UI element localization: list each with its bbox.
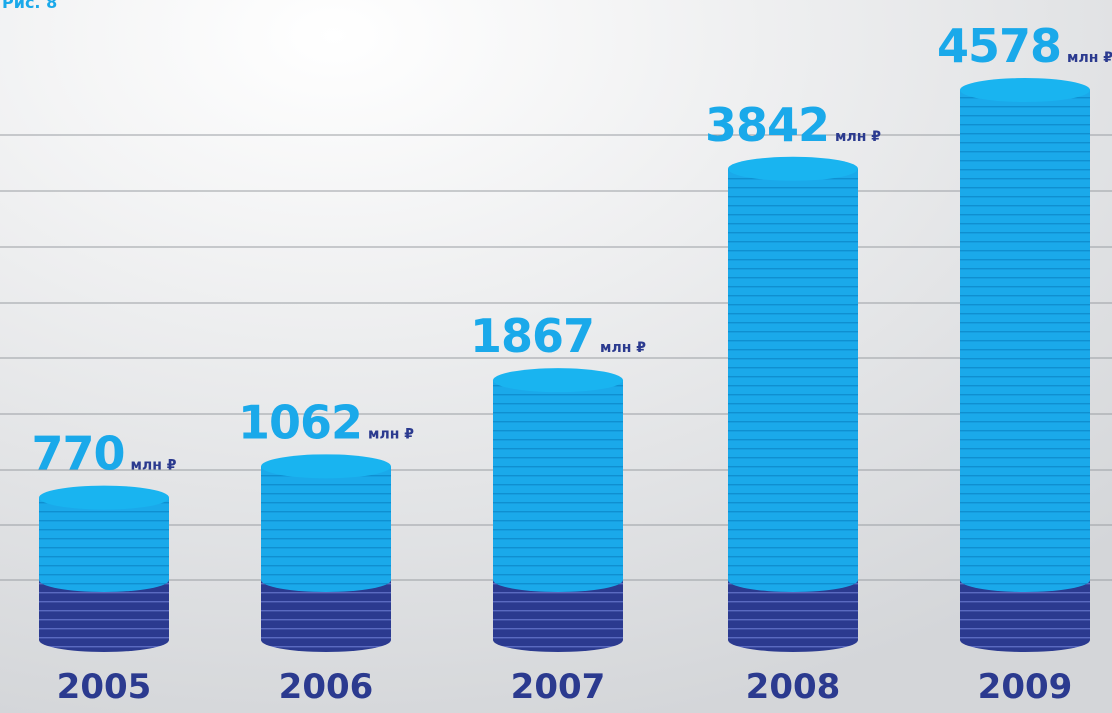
bar	[39, 498, 169, 592]
value-unit: млн ₽	[835, 129, 881, 145]
value-number: 1867	[470, 309, 594, 363]
value-unit: млн ₽	[1067, 50, 1112, 66]
chart-title: Рис. 8	[2, 0, 57, 12]
coin-stack	[39, 486, 169, 652]
stack-top	[39, 486, 169, 510]
value-number: 4578	[937, 19, 1061, 73]
x-tick-label: 2006	[279, 667, 374, 707]
coin-stack	[493, 368, 623, 652]
stack-top	[493, 368, 623, 392]
bar	[493, 380, 623, 592]
bar	[261, 466, 391, 592]
bar	[960, 90, 1090, 592]
bar	[728, 169, 858, 592]
x-tick-label: 2007	[511, 667, 606, 707]
coin-stack	[728, 157, 858, 652]
value-number: 1062	[238, 395, 362, 449]
value-unit: млн ₽	[600, 340, 646, 356]
x-tick-label: 2005	[57, 667, 152, 707]
coin-stack	[960, 78, 1090, 652]
value-number: 770	[31, 427, 124, 481]
x-tick-label: 2009	[978, 667, 1073, 707]
stack-top	[261, 454, 391, 478]
stack-top	[960, 78, 1090, 102]
value-number: 3842	[705, 98, 829, 152]
coin-stack	[261, 454, 391, 652]
value-unit: млн ₽	[131, 458, 177, 474]
x-tick-label: 2008	[746, 667, 841, 707]
stack-top	[728, 157, 858, 181]
value-unit: млн ₽	[368, 426, 414, 442]
chart: Рис. 8 770 млн ₽ 2005 1062 млн ₽ 2006 1867 млн …	[0, 0, 1112, 713]
